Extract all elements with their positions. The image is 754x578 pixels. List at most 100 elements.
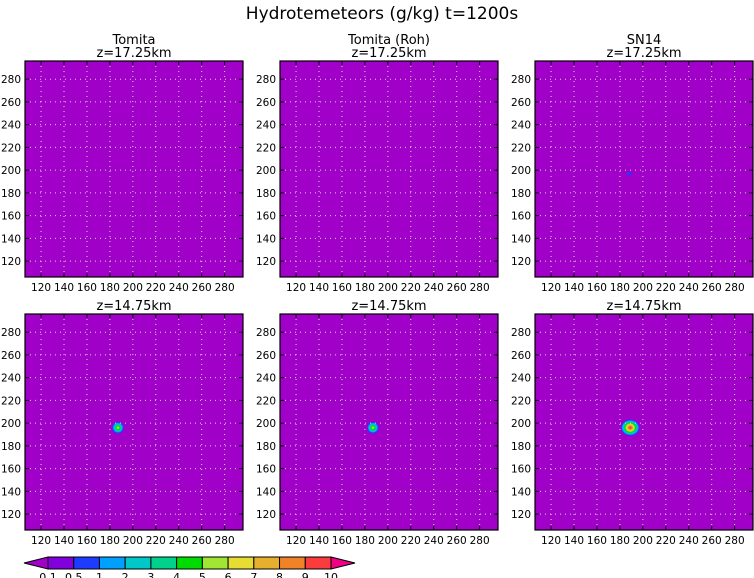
y-tick-label: 120 [1,256,21,268]
field-background [535,61,753,277]
x-tick-label: 240 [679,535,699,547]
y-tick-label: 180 [256,441,276,453]
colorbar-label: 10 [324,571,338,578]
y-tick-label: 120 [256,256,276,268]
y-tick-label: 280 [1,327,21,339]
y-tick-label: 220 [1,142,21,154]
colorbar-label: 1 [96,571,103,578]
feature-contour [116,426,120,429]
y-tick-label: 240 [1,373,21,385]
colorbar-label: 8 [276,571,283,578]
x-tick-label: 220 [656,535,676,547]
field-background [280,61,498,277]
y-tick-label: 180 [511,188,531,200]
y-tick-label: 260 [511,350,531,362]
x-tick-label: 260 [447,282,467,294]
colorbar-left-arrow [23,556,49,570]
y-tick-label: 260 [256,97,276,109]
x-tick-label: 140 [54,282,74,294]
colorbar-box [150,556,178,570]
x-tick-label: 160 [77,535,97,547]
y-tick-label: 280 [511,74,531,86]
colorbar-box [98,556,126,570]
panel-level-label: z=14.75km [606,299,681,314]
x-tick-label: 140 [564,535,584,547]
colorbar-box [47,556,75,570]
x-tick-label: 160 [332,535,352,547]
x-tick-label: 260 [192,282,212,294]
panel-3: 120 140 160 180 200 220 240 260 2801201401601802… [511,33,754,294]
x-tick-label: 180 [610,282,630,294]
y-tick-label: 180 [1,188,21,200]
x-tick-label: 260 [702,535,722,547]
x-tick-label: 200 [123,535,143,547]
x-tick-label: 120 [31,282,51,294]
y-tick-label: 140 [511,233,531,245]
colorbar-box [124,556,152,570]
y-tick-label: 260 [1,97,21,109]
y-tick-label: 260 [256,350,276,362]
colorbar-label: 9 [302,571,309,578]
panel-1: 120 140 160 180 200 220 240 260 2801201401601802… [1,33,244,294]
x-tick-label: 220 [401,282,421,294]
panel-4: 120 140 160 180 200 220 240 260 2801201401601802… [1,299,244,547]
x-tick-label: 140 [54,535,74,547]
y-tick-label: 220 [1,395,21,407]
x-tick-label: 240 [424,535,444,547]
colorbar-box [279,556,306,570]
colorbar-box [304,556,332,570]
colorbar-label: 0.5 [65,571,83,578]
y-tick-label: 220 [256,395,276,407]
x-tick-label: 240 [169,535,189,547]
y-tick-label: 240 [511,373,531,385]
figure-title: Hydrotemeteors (g/kg) t=1200s [246,4,519,24]
x-tick-label: 160 [332,282,352,294]
colorbar-right-arrow [330,556,356,570]
x-tick-label: 180 [100,282,120,294]
y-tick-label: 200 [256,418,276,430]
panel-column-title: SN14 [627,33,662,48]
colorbar-label: 4 [173,571,180,578]
y-tick-label: 140 [256,233,276,245]
colorbar-label: 6 [225,571,232,578]
x-tick-label: 120 [286,282,306,294]
x-tick-label: 220 [656,282,676,294]
x-tick-label: 200 [378,535,398,547]
y-tick-label: 120 [511,509,531,521]
y-tick-label: 280 [256,327,276,339]
plot-frame [24,60,244,278]
y-tick-label: 220 [511,142,531,154]
plot-frame [279,60,499,278]
panel-level-label: z=17.25km [606,46,681,61]
panel-column-title: Tomita [111,33,155,48]
panel-2: 120 140 160 180 200 220 240 260 2801201401601802… [256,33,499,294]
colorbar-label: 3 [147,571,154,578]
x-tick-label: 140 [309,282,329,294]
colorbar-box [176,556,203,570]
feature-contour [371,426,375,429]
x-tick-label: 120 [541,282,561,294]
y-tick-label: 180 [1,441,21,453]
x-tick-label: 240 [424,282,444,294]
x-tick-label: 180 [355,282,375,294]
x-tick-label: 180 [355,535,375,547]
y-tick-label: 240 [256,120,276,132]
y-tick-label: 260 [511,97,531,109]
x-tick-label: 180 [610,535,630,547]
x-tick-label: 220 [146,535,166,547]
x-tick-label: 220 [401,535,421,547]
y-tick-label: 140 [1,233,21,245]
colorbar-box [73,556,100,570]
panel-level-label: z=14.75km [96,299,171,314]
panel-level-label: z=17.25km [96,46,171,61]
y-tick-label: 240 [511,120,531,132]
feature-contour [628,426,632,429]
plot-frame [279,313,499,531]
x-tick-label: 120 [541,535,561,547]
y-tick-label: 120 [256,509,276,521]
panels-group: 120 140 160 180 200 220 240 260 2801201401601802… [1,33,754,547]
panel-6: 120 140 160 180 200 220 240 260 2801201401601802… [511,299,754,547]
colorbar-label: 0.1 [39,571,57,578]
x-tick-label: 120 [286,535,306,547]
